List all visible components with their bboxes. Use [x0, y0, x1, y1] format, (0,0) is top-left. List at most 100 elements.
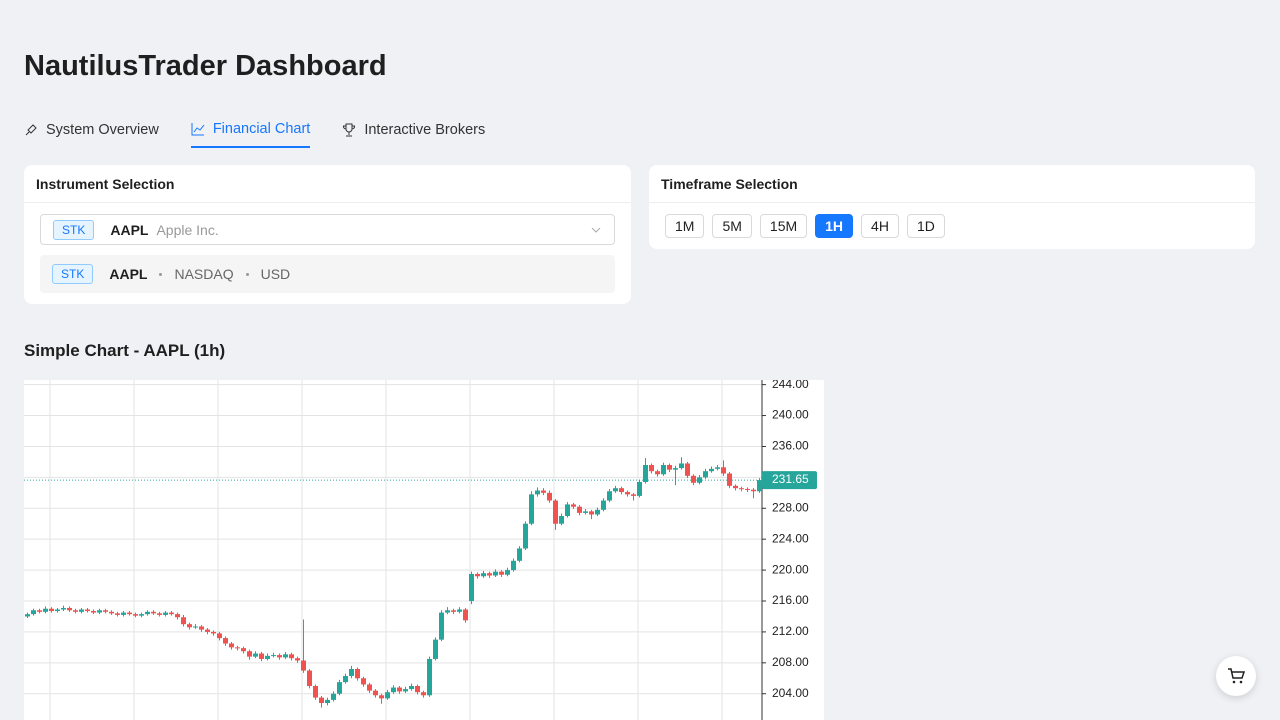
- candle-body: [457, 609, 462, 612]
- candle-body: [403, 689, 408, 692]
- tab[interactable]: System Overview: [24, 112, 159, 148]
- candle-body: [637, 482, 642, 496]
- candle-body: [169, 612, 174, 615]
- candle-body: [595, 509, 600, 515]
- candle-body: [229, 643, 234, 648]
- y-tick-label: 208.00: [772, 655, 809, 669]
- candle-body: [451, 610, 456, 612]
- instrument-select[interactable]: STK AAPL Apple Inc.: [40, 214, 615, 245]
- tab[interactable]: Financial Chart: [190, 112, 311, 148]
- candle-body: [397, 687, 402, 692]
- candle-body: [91, 611, 96, 613]
- y-tick-label: 228.00: [772, 500, 809, 514]
- candle-body: [217, 633, 222, 639]
- candle-body: [223, 638, 228, 644]
- candle-body: [745, 488, 750, 490]
- icon: [25, 124, 37, 136]
- candle-body: [97, 610, 102, 613]
- timeframe-buttons: 1M 5M 15M 1H 4H 1D: [649, 203, 1255, 249]
- candle-body: [661, 465, 666, 475]
- candle-body: [277, 655, 282, 658]
- candle-body: [409, 686, 414, 690]
- candle-body: [79, 609, 84, 612]
- candle-body: [331, 693, 336, 700]
- candle-body: [301, 660, 306, 671]
- candle-body: [157, 613, 162, 615]
- chart-title: Simple Chart - AAPL (1h): [24, 341, 226, 360]
- candle-body: [391, 687, 396, 693]
- candle-body: [307, 670, 312, 686]
- candle-body: [247, 651, 252, 657]
- candle-body: [463, 609, 468, 621]
- candle-body: [379, 695, 384, 699]
- candle-body: [445, 610, 450, 613]
- candle-body: [571, 504, 576, 507]
- candle-body: [505, 570, 510, 575]
- page-title: NautilusTrader Dashboard: [24, 50, 387, 82]
- timeframe-button[interactable]: 5M: [712, 214, 752, 238]
- timeframe-button[interactable]: 4H: [861, 214, 899, 238]
- icon: [343, 123, 356, 137]
- y-tick-label: 220.00: [772, 562, 809, 576]
- y-tick-label: 216.00: [772, 593, 809, 607]
- candle-body: [259, 653, 264, 659]
- timeframe-button[interactable]: 15M: [759, 214, 808, 238]
- timeframe-button[interactable]: 1D: [906, 214, 945, 238]
- candle-body: [163, 612, 168, 615]
- candle-body: [481, 573, 486, 577]
- candle-body: [511, 560, 516, 571]
- candle-body: [211, 631, 216, 634]
- candle-body: [523, 523, 528, 549]
- tabs: System Overview Financial Chart Interact…: [24, 112, 485, 148]
- y-tick-label: 212.00: [772, 624, 809, 638]
- panel-title: Instrument Selection: [24, 165, 631, 203]
- last-price-box: [762, 471, 817, 490]
- candle-body: [193, 626, 198, 628]
- cart-button[interactable]: [1216, 656, 1256, 696]
- tab-label: System Overview: [46, 122, 159, 138]
- currency: USD: [260, 266, 291, 282]
- panel-title: Timeframe Selection: [649, 165, 1255, 203]
- candle-body: [337, 682, 342, 694]
- candle-body: [49, 608, 54, 612]
- candle-body: [313, 686, 318, 698]
- instrument-option[interactable]: STK AAPL NASDAQ USD: [40, 255, 615, 293]
- candle-body: [535, 490, 540, 495]
- candle-body: [241, 648, 246, 652]
- candle-body: [643, 465, 648, 482]
- candle-body: [355, 669, 360, 679]
- candle-body: [127, 612, 132, 615]
- candle-body: [487, 573, 492, 576]
- candle-body: [721, 467, 726, 474]
- candle-body: [421, 692, 426, 696]
- candle-body: [205, 629, 210, 632]
- type-tag: STK: [52, 264, 94, 284]
- timeframe-button[interactable]: 1H: [815, 214, 854, 238]
- candle-body: [577, 506, 582, 513]
- candle-body: [373, 690, 378, 696]
- candle-body: [559, 516, 564, 524]
- tab[interactable]: Interactive Brokers: [342, 112, 485, 148]
- candle-body: [547, 492, 552, 501]
- candle-body: [133, 614, 138, 616]
- candle-body: [55, 609, 60, 612]
- candle-body: [385, 692, 390, 699]
- candle-body: [673, 468, 678, 470]
- candle-body: [145, 611, 150, 615]
- candle-body: [85, 609, 90, 612]
- candle-body: [709, 468, 714, 472]
- candle-body: [37, 610, 42, 612]
- candle-body: [751, 489, 756, 492]
- candle-body: [739, 488, 744, 490]
- symbol: AAPL: [110, 221, 149, 238]
- y-tick-label: 240.00: [772, 408, 809, 422]
- timeframe-button[interactable]: 1M: [665, 214, 705, 238]
- instrument-name: Apple Inc.: [156, 221, 219, 238]
- candle-body: [475, 573, 480, 577]
- candle-body: [427, 658, 432, 696]
- exchange: NASDAQ: [174, 266, 234, 282]
- symbol: AAPL: [109, 266, 148, 282]
- candle-body: [625, 492, 630, 495]
- candle-body: [655, 471, 660, 475]
- candle-body: [349, 669, 354, 676]
